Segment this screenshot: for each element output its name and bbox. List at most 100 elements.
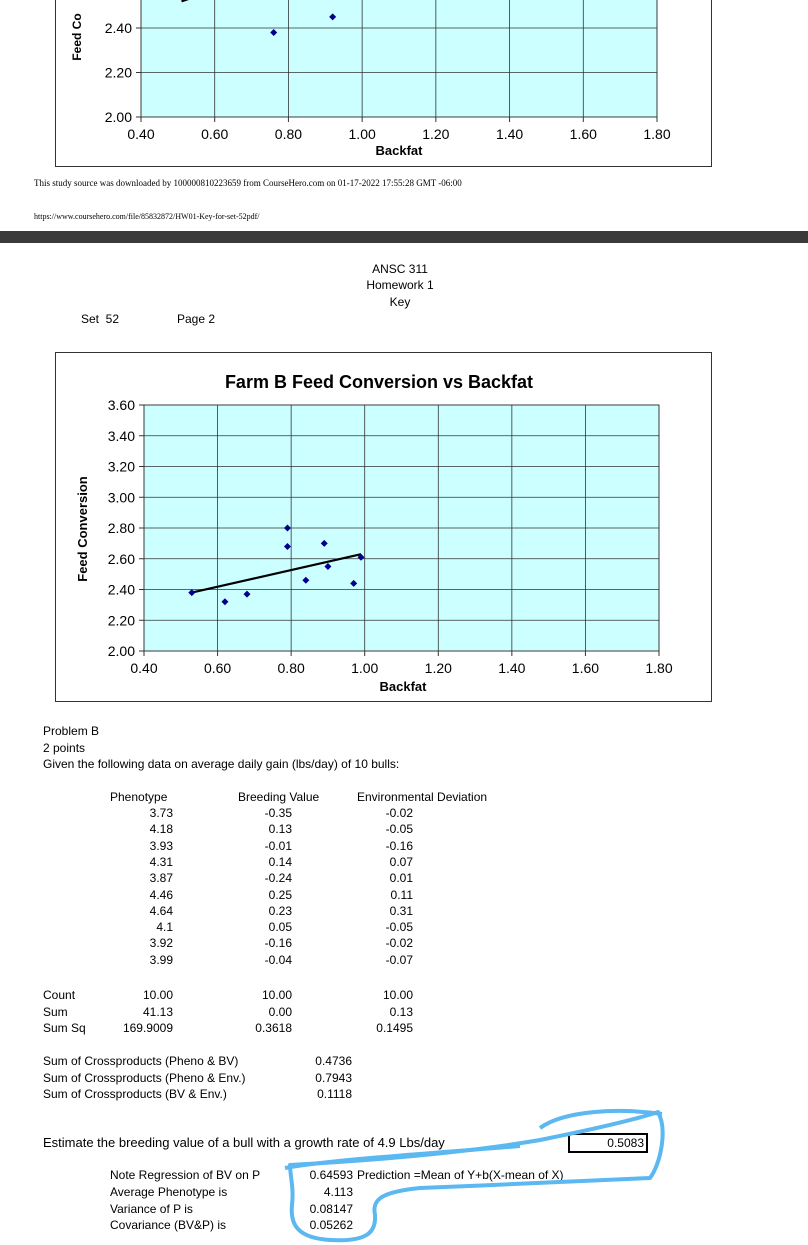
x-tick-label: 1.80: [645, 660, 672, 676]
data-point: [188, 589, 196, 597]
x-tick-label: 0.40: [130, 660, 157, 676]
x-tick-label: 1.00: [349, 126, 376, 142]
data-point: [221, 598, 229, 606]
env-deviation-cell: -0.02: [385, 936, 413, 951]
note-value: 0.05262: [309, 1218, 353, 1233]
data-point: [320, 539, 328, 547]
data-point: [270, 28, 278, 36]
env-deviation-cell: -0.16: [385, 838, 413, 853]
phenotype-cell: 3.99: [149, 952, 173, 967]
data-point: [324, 562, 332, 570]
y-tick-label: 2.20: [105, 65, 132, 81]
x-tick-label: 1.00: [351, 660, 378, 676]
stat-pheno: 10.00: [142, 988, 173, 1002]
crossproduct-value: 0.1118: [317, 1087, 352, 1101]
farm-b-chart-frame: Farm B Feed Conversion vs Backfat Feed C…: [55, 352, 712, 702]
stat-bv: 0.3618: [255, 1021, 292, 1035]
env-deviation-cell: -0.05: [385, 920, 413, 935]
problem-title: Problem B: [43, 724, 100, 738]
x-tick-label: 0.40: [127, 126, 154, 142]
phenotype-cell: 4.64: [149, 903, 173, 918]
note-label: Covariance (BV&P) is: [110, 1218, 227, 1233]
stat-pheno: 169.9009: [122, 1021, 173, 1035]
phenotype-cell: 3.92: [149, 936, 173, 951]
crossproduct-label: Sum of Crossproducts (BV & Env.): [43, 1087, 227, 1101]
data-point: [283, 542, 291, 550]
plot-area: [140, 0, 658, 118]
y-tick-label: 3.40: [108, 428, 135, 444]
chart-xlabel: Backfat: [380, 679, 428, 694]
env-deviation-cell: -0.02: [385, 806, 413, 820]
course-title: ANSC 311: [372, 262, 428, 276]
env-deviation-cell: -0.05: [385, 822, 413, 837]
breeding-value-cell: 0.14: [268, 854, 292, 869]
y-tick-label: 2.40: [105, 20, 132, 36]
breeding-value-cell: 0.23: [268, 903, 292, 918]
note-label: Average Phenotype is: [110, 1184, 228, 1199]
stat-env: 0.1495: [376, 1021, 413, 1035]
note-value: 0.64593: [309, 1168, 353, 1182]
stat-label: Sum: [43, 1004, 68, 1019]
page-number: Page 2: [177, 312, 216, 326]
y-tick-label: 2.80: [108, 520, 135, 536]
y-tick-label: 2.00: [108, 643, 135, 659]
env-deviation-cell: 0.01: [389, 871, 413, 886]
crossproduct-value: 0.7943: [315, 1070, 352, 1085]
stat-label: Sum Sq: [43, 1021, 86, 1035]
data-point: [350, 579, 358, 587]
env-deviation-cell: 0.11: [390, 887, 413, 902]
problem-intro: Given the following data on average dail…: [43, 757, 400, 771]
stat-bv: 10.00: [261, 988, 292, 1002]
download-source-line: This study source was downloaded by 1000…: [34, 178, 462, 188]
y-tick-label: 3.00: [108, 489, 135, 505]
plot-area: [143, 404, 660, 652]
x-tick-label: 1.60: [572, 660, 599, 676]
breeding-value-cell: 0.25: [268, 887, 292, 902]
y-tick-label: 3.60: [108, 397, 135, 413]
stat-env: 0.13: [389, 1004, 413, 1019]
breeding-value-cell: 0.05: [268, 920, 292, 935]
breeding-value-cell: -0.04: [264, 952, 292, 967]
crossproduct-label: Sum of Crossproducts (Pheno & BV): [43, 1054, 239, 1068]
stat-pheno: 41.13: [142, 1004, 173, 1019]
data-point: [283, 524, 291, 532]
note-label: Note Regression of BV on P: [110, 1168, 261, 1182]
x-tick-label: 1.80: [643, 126, 670, 142]
top-chart-frame: Feed Co Backfat 2.602.402.202.000.400.60…: [55, 0, 712, 167]
note-value: 0.08147: [309, 1201, 353, 1216]
crossproduct-label: Sum of Crossproducts (Pheno & Env.): [43, 1070, 246, 1085]
breeding-value-cell: 0.13: [268, 822, 292, 837]
data-point: [302, 576, 310, 584]
phenotype-cell: 3.93: [149, 838, 173, 853]
phenotype-cell: 4.18: [149, 822, 173, 837]
trendline: [191, 553, 362, 594]
chart-title: Farm B Feed Conversion vs Backfat: [225, 372, 533, 392]
y-tick-label: 2.00: [105, 109, 132, 125]
question-text: Estimate the breeding value of a bull wi…: [43, 1135, 445, 1150]
data-point: [329, 13, 337, 21]
key-title: Key: [389, 295, 411, 309]
breeding-value-cell: -0.16: [264, 936, 292, 951]
data-point: [357, 553, 365, 561]
page-separator: [0, 231, 808, 243]
header-breeding-value: Breeding Value: [238, 790, 320, 804]
chart-ylabel: Feed Conversion: [75, 476, 90, 582]
breeding-value-cell: -0.24: [264, 871, 292, 886]
phenotype-cell: 4.46: [149, 887, 173, 902]
x-tick-label: 0.60: [201, 126, 228, 142]
x-tick-label: 1.60: [570, 126, 597, 142]
x-tick-label: 0.80: [275, 126, 302, 142]
stat-bv: 0.00: [268, 1004, 292, 1019]
note-extra: Prediction =Mean of Y+b(X-mean of X): [357, 1168, 564, 1182]
url-line[interactable]: https://www.coursehero.com/file/85832872…: [34, 212, 260, 221]
note-label: Variance of P is: [110, 1201, 193, 1216]
stat-env: 10.00: [382, 988, 413, 1002]
x-tick-label: 1.20: [425, 660, 452, 676]
header-env-deviation: Environmental Deviation: [357, 790, 488, 804]
y-tick-label: 2.20: [108, 612, 135, 628]
phenotype-cell: 4.1: [156, 920, 173, 935]
data-point: [243, 590, 251, 598]
env-deviation-cell: -0.07: [385, 952, 413, 967]
y-tick-label: 2.60: [108, 551, 135, 567]
